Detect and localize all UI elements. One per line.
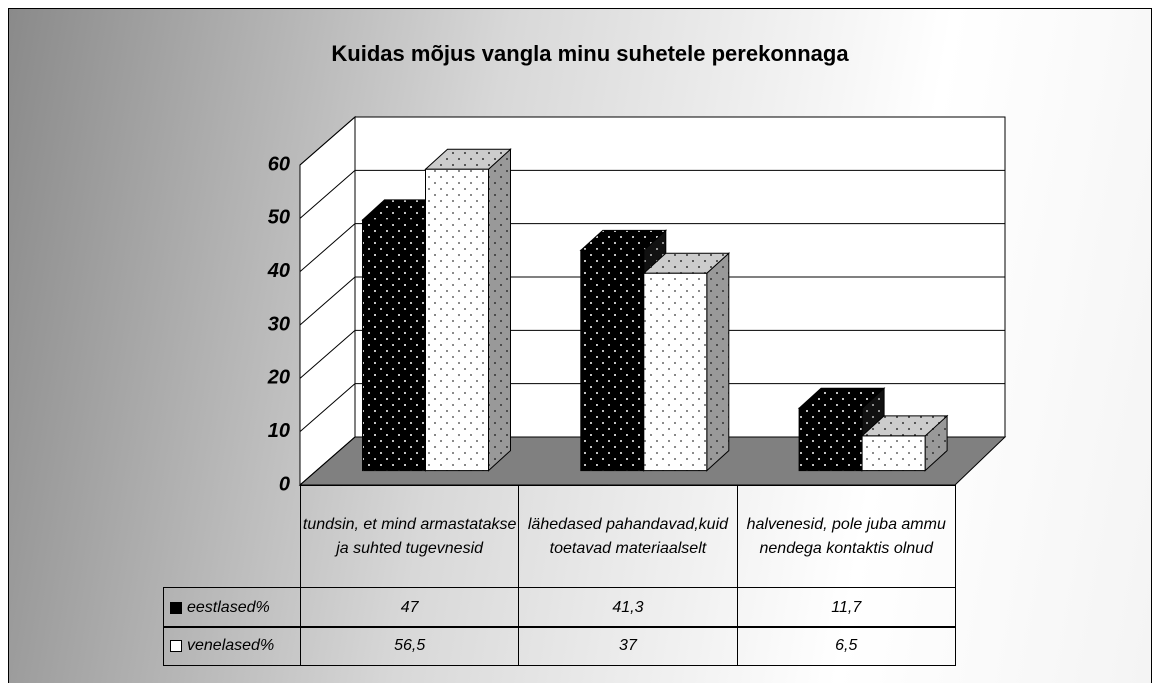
bar xyxy=(798,407,863,472)
chart-title: Kuidas mõjus vangla minu suhetele pereko… xyxy=(331,41,849,66)
y-tick-label: 40 xyxy=(267,260,290,282)
y-tick-label: 60 xyxy=(268,153,290,175)
category-label: tundsin, et mind armastatakse ja suhted … xyxy=(300,485,520,588)
grid-line xyxy=(299,223,1005,273)
grid-line xyxy=(299,169,1005,219)
legend-key xyxy=(170,601,182,614)
legend-label: eestlased% xyxy=(187,598,270,616)
bar xyxy=(643,272,708,472)
category-label: lähedased pahandavad,kuid toetavad mater… xyxy=(518,485,738,588)
bar xyxy=(425,168,489,472)
y-tick-label: 0 xyxy=(279,473,290,495)
legend-entry: eestlased% xyxy=(163,587,301,628)
grid-line xyxy=(299,276,1005,326)
bar-side xyxy=(706,252,730,472)
value-label: 41,3 xyxy=(518,587,738,628)
value-label: 37 xyxy=(518,626,738,666)
bar-side xyxy=(488,148,511,472)
value-label: 47 xyxy=(300,587,520,628)
y-tick-label: 30 xyxy=(268,313,290,335)
bar xyxy=(580,249,645,472)
value-label: 11,7 xyxy=(736,587,956,628)
category-label: halvenesid, pole juba ammu nendega konta… xyxy=(736,485,956,588)
grid-line xyxy=(299,383,1005,433)
bar xyxy=(861,435,926,472)
y-tick-label: 10 xyxy=(268,420,290,442)
value-label: 6,5 xyxy=(736,626,956,666)
value-label: 56,5 xyxy=(300,626,520,666)
legend-entry: venelased% xyxy=(163,626,301,666)
grid-line xyxy=(299,116,1005,166)
y-tick-label: 50 xyxy=(268,207,290,229)
y-tick-label: 20 xyxy=(267,367,290,389)
grid-line xyxy=(299,436,1005,486)
legend-label: venelased% xyxy=(187,637,275,654)
legend-key xyxy=(170,640,182,652)
bar xyxy=(362,219,426,472)
grid-line xyxy=(299,329,1005,379)
